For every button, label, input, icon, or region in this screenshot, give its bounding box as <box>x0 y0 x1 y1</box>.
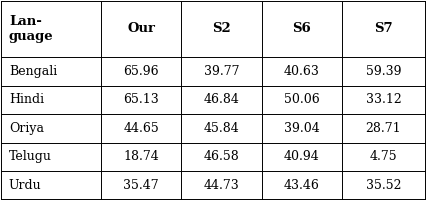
Text: 18.74: 18.74 <box>123 150 159 163</box>
Text: 44.73: 44.73 <box>204 179 239 192</box>
Text: S7: S7 <box>374 22 393 35</box>
Text: Bengali: Bengali <box>9 65 57 78</box>
Text: Telugu: Telugu <box>9 150 52 163</box>
Text: 33.12: 33.12 <box>366 93 401 106</box>
Text: Lan-
guage: Lan- guage <box>9 15 54 43</box>
Text: 46.58: 46.58 <box>204 150 239 163</box>
Text: 65.13: 65.13 <box>123 93 159 106</box>
Text: Urdu: Urdu <box>9 179 41 192</box>
Text: S2: S2 <box>212 22 231 35</box>
Text: 50.06: 50.06 <box>284 93 320 106</box>
Text: 45.84: 45.84 <box>204 122 239 135</box>
Text: Oriya: Oriya <box>9 122 44 135</box>
Text: 35.47: 35.47 <box>123 179 159 192</box>
Text: 59.39: 59.39 <box>366 65 401 78</box>
Text: Hindi: Hindi <box>9 93 44 106</box>
Text: 4.75: 4.75 <box>370 150 397 163</box>
Text: S6: S6 <box>293 22 311 35</box>
Text: 40.94: 40.94 <box>284 150 320 163</box>
Text: 28.71: 28.71 <box>366 122 401 135</box>
Text: Our: Our <box>127 22 155 35</box>
Text: 46.84: 46.84 <box>204 93 239 106</box>
Text: 40.63: 40.63 <box>284 65 320 78</box>
Text: 39.04: 39.04 <box>284 122 320 135</box>
Text: 65.96: 65.96 <box>123 65 159 78</box>
Text: 35.52: 35.52 <box>366 179 401 192</box>
Text: 44.65: 44.65 <box>123 122 159 135</box>
Text: 39.77: 39.77 <box>204 65 239 78</box>
Text: 43.46: 43.46 <box>284 179 320 192</box>
